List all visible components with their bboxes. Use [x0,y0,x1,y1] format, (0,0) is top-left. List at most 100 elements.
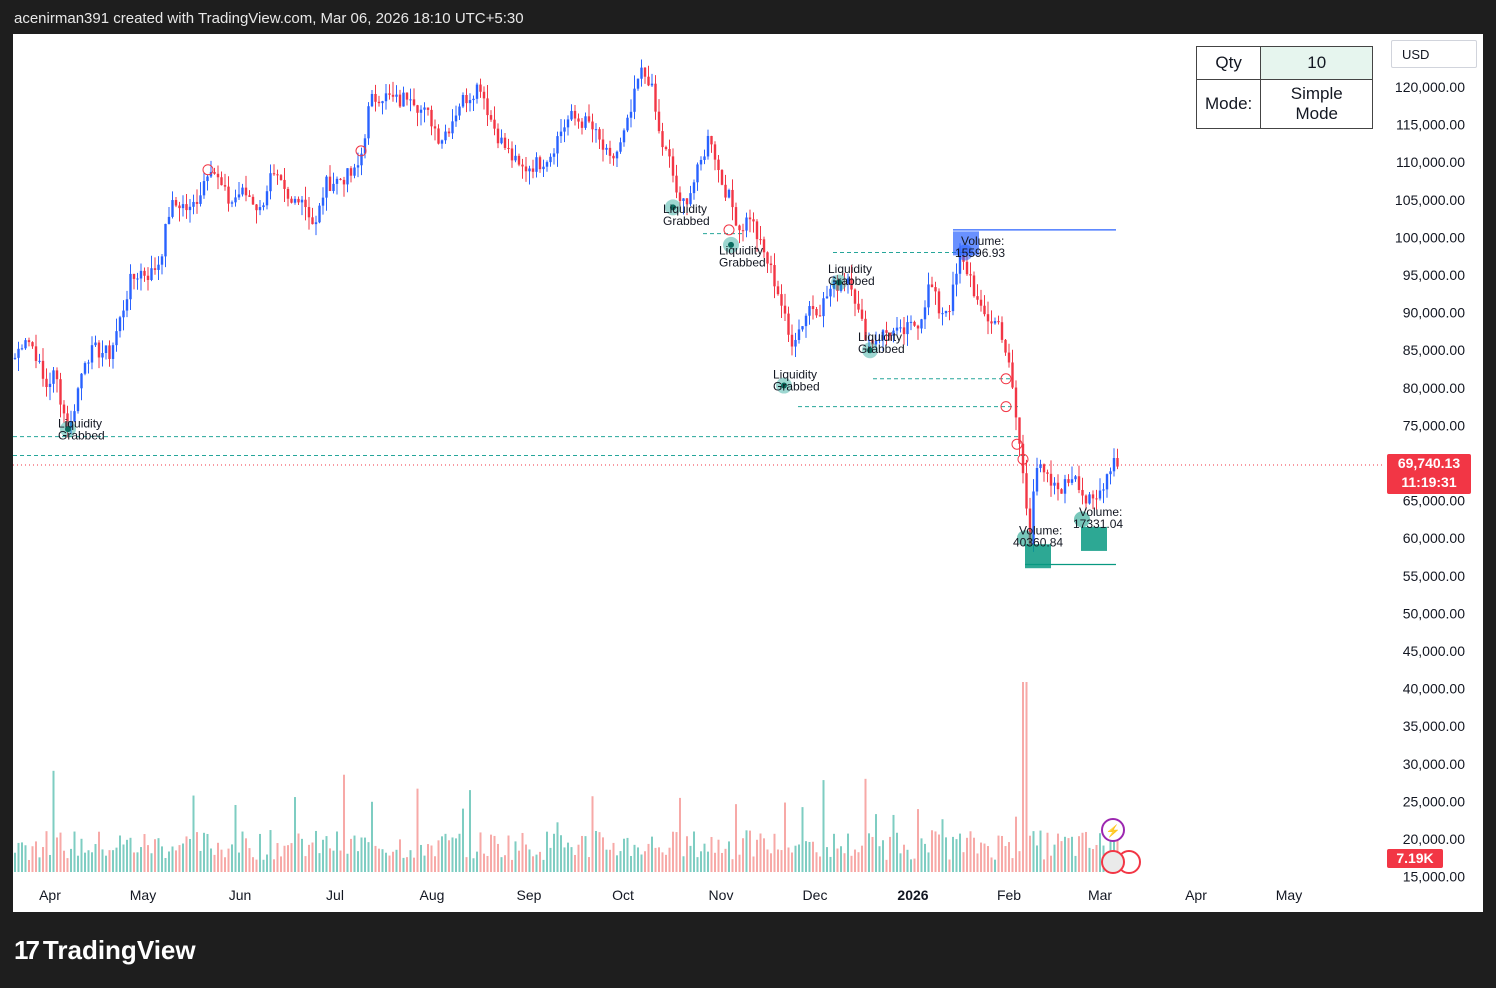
candle-body [374,93,377,102]
volume-bar [756,839,758,872]
volume-bar [668,847,671,872]
volume-bar [395,849,398,872]
candle-body [370,93,374,107]
volume-bar [1109,820,1112,872]
x-tick-label: Mar [1088,887,1112,903]
volume-marker [957,244,973,261]
price-chart[interactable]: 120,000.00 115,000.00 110,000.00 105,000.00… [13,34,1483,912]
candle-body [153,268,157,270]
liquidity-label: Liquidity [663,202,707,216]
volume-bar [59,832,62,872]
volume-label: Volume: [1019,524,1062,538]
volume-bar [539,851,541,872]
y-tick-label: 60,000.00 [1403,530,1465,546]
candle-body [717,159,720,171]
candle-body [503,137,507,148]
candle-body [650,83,654,86]
volume-bar [31,846,34,872]
candle-body [307,207,311,218]
candle-body [832,280,836,289]
candle-body [769,263,773,266]
candle-body [951,284,955,312]
x-tick-label: Sep [517,887,542,903]
candle-body [696,164,699,183]
volume-bar [707,851,709,872]
liquidity-marker-dot [867,347,873,354]
volume-bar [612,842,615,872]
volume-bar [560,835,562,872]
candle-body [360,153,363,166]
volume-bar [938,834,940,872]
volume-bar [605,849,608,872]
volume-bar [231,844,233,872]
candle-body [724,184,727,198]
volume-bar [521,832,524,872]
candle-body [657,111,661,132]
volume-bar [651,836,653,872]
candle-body [108,345,111,359]
candle-body [279,175,283,180]
candle-body [773,265,776,287]
volume-bar [56,837,58,872]
volume-bar [77,855,79,872]
candle-body [790,334,794,347]
y-tick-label: 90,000.00 [1403,305,1465,321]
volume-bar [556,822,559,872]
candle-body [192,201,195,207]
candle-body [454,115,458,122]
volume-bar [672,831,674,872]
volume-bar [346,853,349,872]
volume-bar [777,849,779,872]
volume-bar [248,848,251,872]
volume-bar [889,836,891,872]
volume-bar [686,836,688,872]
volume-bar [801,807,804,872]
candle-body [416,105,419,113]
chart-panel[interactable]: 120,000.00 115,000.00 110,000.00 105,000.00… [13,34,1483,912]
volume-bar [322,839,324,872]
currency-selector[interactable]: USD [1391,40,1477,68]
volume-bar [38,857,41,872]
volume-bar [850,855,853,872]
volume-bar [266,854,268,872]
candle-body [174,200,178,206]
candle-body [682,198,685,201]
candle-body [748,217,752,220]
candle-body [626,117,629,131]
candle-body [871,339,874,345]
volume-bar [745,830,748,872]
candle-body [122,310,125,318]
volume-box [1025,544,1051,569]
volume-bar [948,859,951,872]
volume-bar [175,850,177,872]
candle-body [237,194,241,198]
volume-bar [714,852,716,872]
volume-bar [469,790,471,872]
liquidity-marker-dot [670,204,676,211]
candle-body [930,284,934,288]
volume-bar [112,850,114,872]
candle-body [398,94,402,107]
volume-bar [840,846,842,872]
candle-body [468,100,472,104]
candle-body [829,288,832,297]
candle-body [993,321,997,324]
volume-bar [969,831,972,872]
candle-body [38,360,41,362]
candle-body [955,273,958,285]
candle-body [164,223,167,257]
volume-bar [45,831,48,872]
volume-bar [619,851,622,872]
candle-body [1084,495,1088,504]
candle-body [1112,458,1116,472]
volume-bar [455,838,457,872]
volume-bar [731,859,734,872]
candle-body [559,131,563,137]
volume-bar [136,852,139,872]
volume-bar [994,859,996,872]
candle-body [479,84,482,92]
last-price-tag: 69,740.13 11:19:31 [1387,454,1471,494]
currency-label: USD [1402,46,1430,62]
volume-bar [318,853,321,872]
candle-body [437,128,440,144]
